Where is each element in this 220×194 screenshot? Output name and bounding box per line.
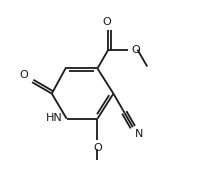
Text: HN: HN <box>46 113 62 123</box>
Text: O: O <box>131 45 140 55</box>
Text: O: O <box>20 70 28 80</box>
Text: N: N <box>135 129 143 139</box>
Text: O: O <box>103 17 112 27</box>
Text: O: O <box>93 143 102 153</box>
